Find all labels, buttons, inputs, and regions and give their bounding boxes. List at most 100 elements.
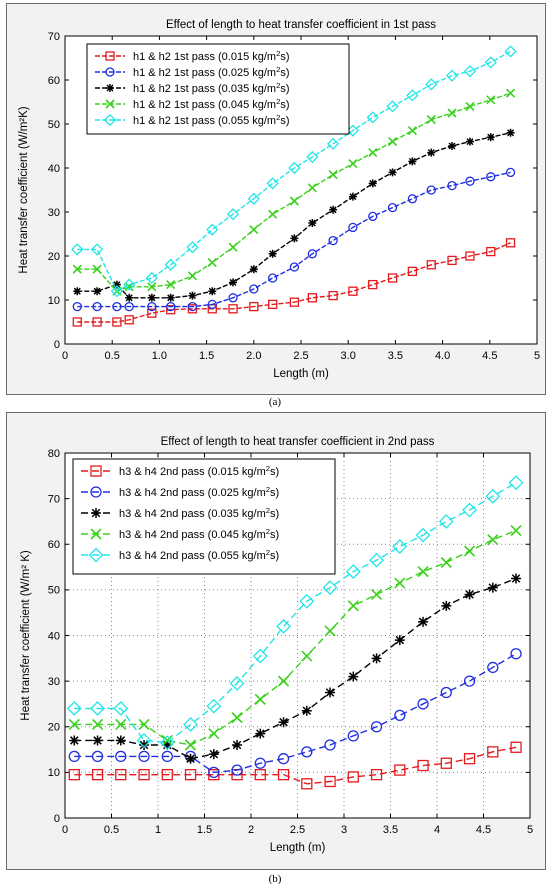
data-point <box>184 769 197 781</box>
data-point <box>463 753 476 765</box>
data-point <box>115 750 127 763</box>
data-point <box>73 287 82 296</box>
data-point <box>510 524 522 537</box>
legend-box <box>72 458 336 575</box>
legend-marker <box>90 465 102 477</box>
legend-label-2: h3 & h4 2nd pass (0.025 kg/m2s) <box>119 485 279 499</box>
data-point <box>486 95 496 105</box>
data-point <box>188 291 197 300</box>
data-point <box>328 170 338 180</box>
data-point <box>249 284 259 294</box>
data-point <box>232 740 243 750</box>
data-point <box>92 317 102 327</box>
data-point <box>368 148 378 158</box>
data-point <box>91 750 104 763</box>
y-tick-label: 80 <box>48 448 60 460</box>
data-point <box>407 126 417 136</box>
data-point <box>166 293 175 302</box>
caption-a: (a) <box>268 396 282 408</box>
data-point <box>445 69 459 82</box>
data-point <box>289 262 300 272</box>
data-point <box>110 285 124 298</box>
data-point <box>147 308 157 318</box>
data-point <box>66 701 82 716</box>
series-line <box>74 746 517 785</box>
series-5 <box>71 45 517 298</box>
data-point <box>115 769 127 781</box>
x-tick-label: 5 <box>527 824 533 836</box>
legend-label-4: h3 & h4 2nd pass (0.045 kg/m2s) <box>119 527 279 541</box>
data-point <box>394 635 405 646</box>
x-tick-label: 0 <box>62 350 68 362</box>
legend-marker <box>90 528 102 540</box>
x-tick-label: 0.5 <box>105 350 120 362</box>
axes-frame <box>64 35 538 345</box>
data-point <box>91 718 104 731</box>
data-point <box>207 258 217 268</box>
data-point <box>147 282 157 292</box>
data-point <box>164 258 177 271</box>
data-point <box>268 299 278 310</box>
legend: h3 & h4 2nd pass (0.015 kg/m2s) h3 & h4 2… <box>72 458 336 575</box>
data-point <box>440 757 452 769</box>
legend: h1 & h2 1st pass (0.015 kg/m2s) h1 & h2 1… <box>86 43 350 135</box>
data-point <box>388 168 397 177</box>
data-point <box>510 741 522 753</box>
data-point <box>277 769 290 781</box>
y-tick-label: 30 <box>48 676 60 688</box>
data-point <box>301 778 313 790</box>
data-point <box>417 698 429 710</box>
data-point <box>136 733 152 748</box>
data-point <box>448 142 457 150</box>
x-tick-label: 4.0 <box>435 350 450 362</box>
data-point <box>68 718 80 731</box>
data-point <box>464 589 475 600</box>
data-point <box>206 223 219 236</box>
chart-title: Effect of length to heat transfer coeffi… <box>161 436 435 448</box>
x-tick-label: 4.5 <box>482 350 497 362</box>
y-tick-label: 20 <box>48 251 60 263</box>
data-point <box>268 273 278 283</box>
data-point <box>322 580 338 596</box>
data-point <box>347 600 359 612</box>
data-point <box>125 293 134 302</box>
data-point <box>426 185 436 195</box>
x-axis-label: Length (m) <box>273 368 329 380</box>
data-point <box>348 192 357 201</box>
data-point <box>505 238 516 248</box>
x-tick-label: 1.5 <box>197 824 212 836</box>
data-point <box>394 709 406 721</box>
x-tick-label: 3.5 <box>383 824 398 836</box>
series-1 <box>68 741 522 790</box>
data-point <box>324 775 336 788</box>
x-tick-label: 2.5 <box>290 824 305 836</box>
data-point <box>254 757 266 769</box>
series-line <box>77 50 511 293</box>
data-point <box>463 675 476 687</box>
data-point <box>138 750 150 763</box>
data-point <box>505 167 516 178</box>
data-point <box>147 293 156 302</box>
series-5 <box>66 475 524 751</box>
axes-frame <box>64 452 531 819</box>
data-point <box>247 192 260 205</box>
chart-panel-a: 0 0.5 1.0 1.5 2.0 2.5 3.0 3.5 4.0 4.5 5 0 10 20 30 40 50… <box>6 3 546 395</box>
x-tick-label: 1.5 <box>199 350 214 362</box>
data-point <box>417 566 429 578</box>
data-point <box>254 693 266 705</box>
data-point <box>268 249 277 258</box>
data-point <box>147 301 157 312</box>
x-tick-label: 2 <box>248 824 254 836</box>
data-point <box>438 514 454 529</box>
data-point <box>463 545 476 557</box>
data-point <box>440 686 452 699</box>
data-point <box>307 293 317 303</box>
data-point <box>388 137 398 147</box>
data-point <box>415 527 431 543</box>
data-point <box>347 730 359 742</box>
data-point <box>228 293 238 303</box>
legend-label-5: h1 & h2 1st pass (0.055 kg/m2s) <box>133 113 290 127</box>
data-point <box>166 301 176 312</box>
legend-label-3: h3 & h4 2nd pass (0.035 kg/m2s) <box>119 506 279 520</box>
x-tick-label: 2.5 <box>293 350 308 362</box>
